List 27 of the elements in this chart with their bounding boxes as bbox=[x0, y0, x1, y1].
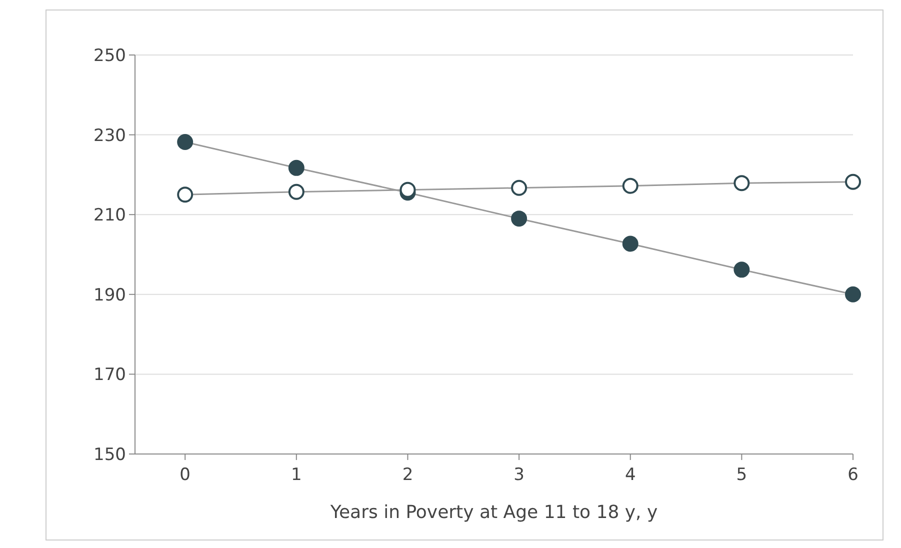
y-tick-label: 150 bbox=[94, 444, 126, 465]
point bbox=[400, 182, 416, 198]
point bbox=[734, 175, 750, 192]
point bbox=[288, 184, 304, 200]
y-tick-label: 190 bbox=[94, 285, 126, 306]
point bbox=[845, 174, 861, 190]
x-tick-label: 5 bbox=[736, 465, 748, 485]
point bbox=[845, 286, 861, 302]
point bbox=[622, 236, 638, 252]
y-tick-label: 230 bbox=[94, 126, 126, 146]
point bbox=[177, 186, 194, 203]
x-axis-title: Years in Poverty at Age 11 to 18 y, y bbox=[329, 502, 658, 523]
point bbox=[511, 210, 528, 227]
x-tick-label: 0 bbox=[180, 465, 191, 485]
point bbox=[511, 180, 528, 196]
y-tick-label: 170 bbox=[94, 365, 126, 386]
y-tick-label: 250 bbox=[94, 46, 126, 66]
x-tick-label: 4 bbox=[624, 465, 636, 485]
point bbox=[734, 262, 750, 278]
x-tick-label: 2 bbox=[402, 465, 414, 485]
y-tick-label: 210 bbox=[94, 206, 126, 226]
x-tick-label: 1 bbox=[290, 465, 302, 485]
point bbox=[622, 178, 638, 194]
x-tick-label: 3 bbox=[514, 465, 524, 485]
x-tick-label: 6 bbox=[848, 465, 858, 485]
point bbox=[288, 160, 304, 176]
point bbox=[177, 134, 194, 150]
